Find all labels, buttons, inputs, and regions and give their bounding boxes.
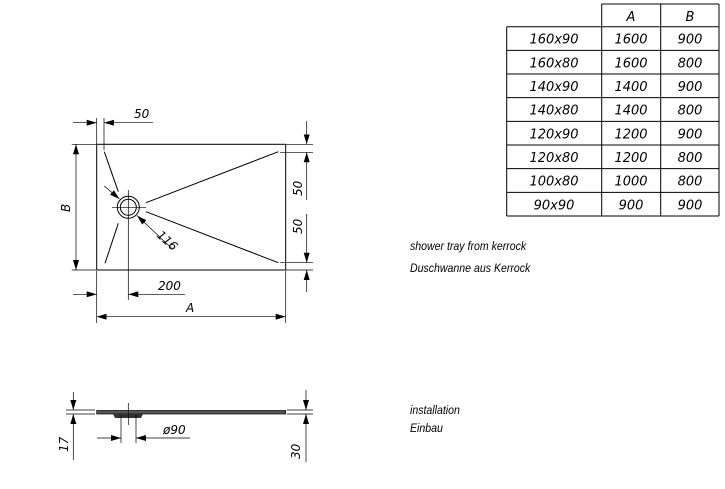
slope-line: [145, 151, 279, 204]
material-note-de: Duschwanne aus Kerrock: [410, 261, 531, 275]
table-cell-b: 800: [678, 151, 703, 166]
dim-edge-height: 17: [57, 436, 71, 452]
dim-total-height: 30: [289, 443, 303, 459]
slope-line: [145, 211, 279, 264]
table-cell-size: 100x80: [529, 175, 578, 190]
tray-outline: [96, 143, 287, 271]
dim-drain-diameter: ø90: [162, 423, 186, 437]
table-cell-a: 1400: [614, 80, 647, 95]
material-note-en: shower tray from kerrock: [410, 239, 527, 253]
table-cell-b: 900: [678, 198, 703, 213]
dim-length-label: A: [185, 301, 194, 315]
dim-drain-offset-top: 50: [134, 107, 150, 121]
dim-drain-offset-side: 200: [158, 279, 181, 293]
installation-note-en: installation: [410, 403, 460, 417]
table-cell-size: 120x80: [529, 151, 578, 166]
table-cell-size: 120x90: [529, 127, 578, 142]
table-cell-b: 800: [678, 56, 703, 71]
size-table: A B 160x90 1600 900 160x80 1600 800 140x90 1400…: [506, 3, 720, 217]
table-cell-b: 900: [678, 127, 703, 142]
slope-line: [104, 223, 119, 264]
table-cell-b: 900: [678, 33, 703, 48]
table-header-b: B: [686, 10, 695, 25]
installation-note-de: Einbau: [410, 421, 443, 435]
table-cell-size: 160x90: [529, 33, 578, 48]
tray-section: [96, 410, 287, 415]
table-cell-size: 160x80: [529, 56, 578, 71]
dim-width-label: B: [59, 204, 73, 212]
slope-line: [103, 151, 119, 192]
table-header-a: A: [626, 10, 636, 25]
table-cell-b: 800: [678, 175, 703, 190]
table-cell-a: 900: [619, 198, 644, 213]
dim-channel-bottom: 50: [291, 218, 305, 234]
table-cell-a: 1200: [614, 127, 647, 142]
dim-channel-top: 50: [291, 180, 305, 196]
dim-drain-diagonal: 116: [154, 228, 181, 254]
table-cell-b: 800: [678, 104, 703, 119]
table-cell-size: 90x90: [534, 198, 575, 213]
plan-view: 50 B 50 50 116 200 A: [59, 107, 313, 323]
table-cell-b: 900: [678, 80, 703, 95]
table-cell-a: 1400: [614, 104, 647, 119]
table-cell-size: 140x80: [529, 104, 578, 119]
table-cell-a: 1600: [614, 33, 647, 48]
table-cell-a: 1600: [614, 56, 647, 71]
table-cell-a: 1000: [614, 175, 647, 190]
table-cell-a: 1200: [614, 151, 647, 166]
section-view: 17 30 ø90: [57, 390, 313, 462]
table-cell-size: 140x90: [529, 80, 578, 95]
drain-icon: [112, 195, 146, 219]
